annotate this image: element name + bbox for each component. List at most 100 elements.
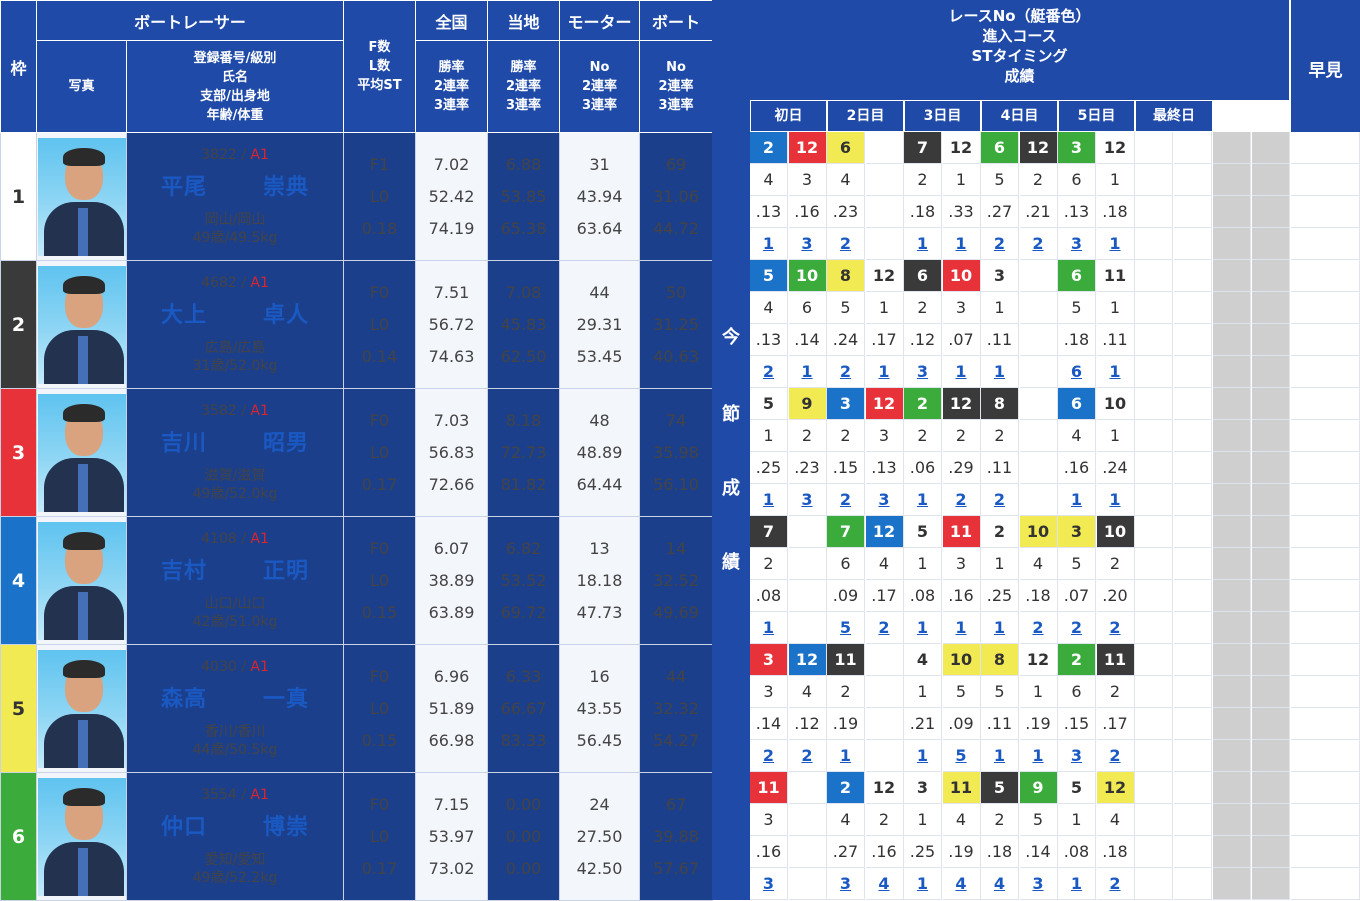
empty-cell xyxy=(1135,516,1173,548)
final-day-cell xyxy=(1213,132,1251,164)
result-link[interactable]: 2 xyxy=(1096,868,1135,900)
result-link[interactable]: 5 xyxy=(827,612,865,644)
racer-photo[interactable] xyxy=(36,772,127,901)
result-link[interactable]: 2 xyxy=(1019,612,1058,644)
branch-birthplace: 山口/山口 xyxy=(204,595,266,612)
racer-photo[interactable] xyxy=(36,260,127,389)
result-link[interactable]: 1 xyxy=(1058,484,1096,516)
racer-name-link[interactable]: 森高 一真 xyxy=(160,686,310,712)
result-link[interactable]: 3 xyxy=(788,228,827,260)
result-link[interactable]: 1 xyxy=(750,484,788,516)
racer-name-link[interactable]: 大上 卓人 xyxy=(160,302,310,328)
result-link[interactable]: 4 xyxy=(981,868,1019,900)
result-link[interactable]: 3 xyxy=(904,356,942,388)
zenkoku-sub-header: 勝率 2連率 3連率 xyxy=(415,40,488,133)
result-link[interactable]: 1 xyxy=(904,740,942,772)
result-link[interactable]: 2 xyxy=(1019,228,1058,260)
course-cell: 1 xyxy=(1096,292,1135,324)
result-link[interactable]: 1 xyxy=(942,356,981,388)
result-link[interactable]: 1 xyxy=(865,356,904,388)
result-link[interactable]: 3 xyxy=(827,868,865,900)
result-link[interactable]: 3 xyxy=(1019,868,1058,900)
result-link[interactable]: 1 xyxy=(788,356,827,388)
racer-class: A1 xyxy=(250,530,269,547)
result-link[interactable]: 1 xyxy=(1058,868,1096,900)
racer-photo[interactable] xyxy=(36,516,127,645)
result-link[interactable]: 1 xyxy=(904,484,942,516)
result-link[interactable]: 2 xyxy=(981,484,1019,516)
result-link[interactable]: 3 xyxy=(1058,228,1096,260)
result-link[interactable]: 4 xyxy=(942,868,981,900)
result-link[interactable]: 1 xyxy=(1096,228,1135,260)
result-link[interactable]: 3 xyxy=(750,868,788,900)
result-link[interactable]: 1 xyxy=(904,228,942,260)
result-link[interactable]: 3 xyxy=(1058,740,1096,772)
empty-cell xyxy=(1135,132,1173,164)
empty-cell xyxy=(1135,612,1173,644)
empty-cell xyxy=(1135,196,1173,228)
result-link[interactable]: 1 xyxy=(942,612,981,644)
result-link[interactable]: 2 xyxy=(1058,612,1096,644)
racer-class: A1 xyxy=(250,402,269,419)
racer-photo[interactable] xyxy=(36,132,127,261)
hayami-cell xyxy=(1291,868,1360,900)
result-link[interactable]: 2 xyxy=(750,740,788,772)
race-number-cell: 2 xyxy=(904,388,942,420)
result-link[interactable]: 2 xyxy=(827,228,865,260)
race-number-cell: 5 xyxy=(981,772,1019,804)
final-day-cell xyxy=(1213,804,1251,836)
final-day-cell xyxy=(1213,292,1251,324)
result-subrow: .14.12.19.21.09.11.19.15.17 xyxy=(750,708,1360,740)
result-link[interactable]: 2 xyxy=(1096,612,1135,644)
result-link[interactable]: 1 xyxy=(750,612,788,644)
result-link[interactable]: 2 xyxy=(1096,740,1135,772)
empty-cell xyxy=(1174,772,1212,804)
result-link[interactable]: 2 xyxy=(750,356,788,388)
st-cell: .13 xyxy=(865,452,904,484)
st-cell: .08 xyxy=(904,580,942,612)
result-link xyxy=(1019,484,1058,516)
st-cell xyxy=(1019,324,1058,356)
racer-photo[interactable] xyxy=(36,644,127,773)
result-link[interactable]: 1 xyxy=(827,740,865,772)
hayami-cell xyxy=(1291,708,1360,740)
st-cell: .07 xyxy=(942,324,981,356)
result-link[interactable]: 6 xyxy=(1058,356,1096,388)
result-link[interactable]: 3 xyxy=(865,484,904,516)
result-link[interactable]: 2 xyxy=(942,484,981,516)
branch-birthplace: 岡山/岡山 xyxy=(204,211,266,228)
result-link[interactable]: 2 xyxy=(788,740,827,772)
day-3-header: 3日目 xyxy=(904,100,981,132)
day-2-header: 2日目 xyxy=(827,100,904,132)
racer-name-link[interactable]: 吉川 昭男 xyxy=(160,430,310,456)
result-link[interactable]: 2 xyxy=(865,612,904,644)
result-link[interactable]: 1 xyxy=(981,356,1019,388)
result-link[interactable]: 5 xyxy=(942,740,981,772)
racer-name-link[interactable]: 平尾 崇典 xyxy=(160,174,310,200)
course-cell: 2 xyxy=(827,676,865,708)
result-link[interactable]: 4 xyxy=(865,868,904,900)
st-cell: .14 xyxy=(750,708,788,740)
result-link[interactable]: 3 xyxy=(788,484,827,516)
race-number-cell: 6 xyxy=(1058,260,1096,292)
result-link[interactable]: 1 xyxy=(1096,484,1135,516)
result-link[interactable]: 2 xyxy=(827,356,865,388)
result-link[interactable]: 1 xyxy=(904,612,942,644)
race-number-cell: 11 xyxy=(827,644,865,676)
result-link[interactable]: 1 xyxy=(1096,356,1135,388)
racer-name-link[interactable]: 吉村 正明 xyxy=(160,558,310,584)
result-link[interactable]: 1 xyxy=(981,740,1019,772)
racer-name-link[interactable]: 仲口 博崇 xyxy=(160,814,310,840)
motor-sub-header: No 2連率 3連率 xyxy=(559,40,640,133)
result-link[interactable]: 1 xyxy=(1019,740,1058,772)
result-link[interactable]: 1 xyxy=(981,612,1019,644)
result-link[interactable]: 1 xyxy=(942,228,981,260)
st-cell xyxy=(788,580,827,612)
result-link[interactable]: 2 xyxy=(827,484,865,516)
result-link[interactable]: 2 xyxy=(981,228,1019,260)
result-link[interactable]: 1 xyxy=(904,868,942,900)
result-link[interactable]: 1 xyxy=(750,228,788,260)
racer-photo[interactable] xyxy=(36,388,127,517)
racer-info: 4108 / A1 吉村 正明 山口/山口 42歳/51.0kg xyxy=(126,516,344,645)
empty-cell xyxy=(1174,324,1212,356)
